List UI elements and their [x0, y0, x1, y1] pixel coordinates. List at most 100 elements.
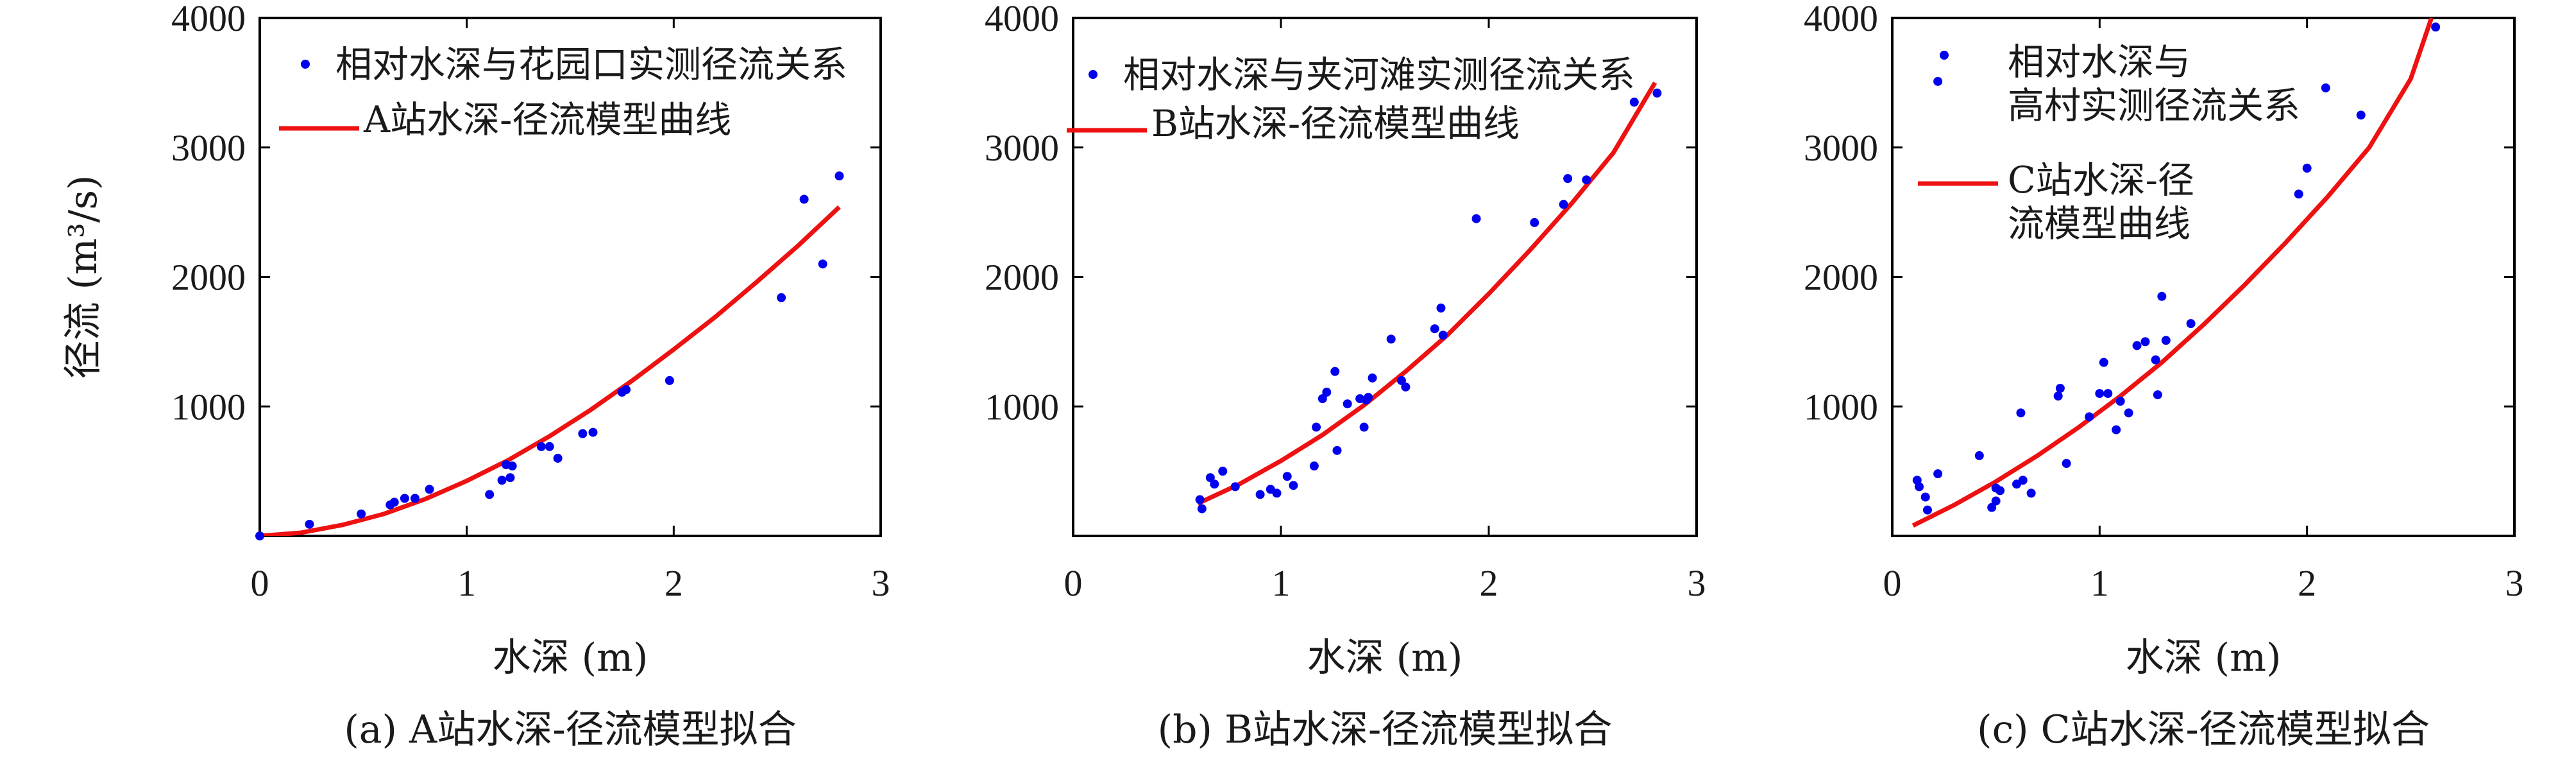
panel-caption: (c) C站水深-径流模型拟合 — [1977, 707, 2430, 752]
legend-marker-points — [301, 60, 310, 69]
data-point — [2186, 319, 2196, 329]
data-point — [2016, 408, 2026, 418]
y-tick-label: 4000 — [985, 0, 1059, 39]
data-point — [1582, 175, 1591, 185]
data-point — [357, 509, 366, 519]
data-point — [818, 259, 827, 269]
y-tick-label: 1000 — [985, 386, 1059, 427]
legend-label-points-line2: 高村实测径流关系 — [2008, 85, 2300, 127]
data-point — [1991, 496, 2001, 506]
x-tick-label: 1 — [1272, 562, 1291, 604]
data-point — [305, 519, 314, 529]
data-point — [507, 461, 517, 471]
y-tick-label: 4000 — [171, 0, 246, 39]
data-point — [536, 442, 546, 451]
data-point — [1915, 482, 1924, 492]
legend-label-points: 相对水深与夹河滩实测径流关系 — [1123, 54, 1635, 96]
data-point — [1629, 98, 1639, 107]
data-point — [2161, 336, 2171, 345]
legend-marker-points — [1940, 51, 1949, 60]
data-point — [1289, 481, 1298, 490]
data-point — [505, 473, 515, 483]
data-point — [1996, 486, 2005, 495]
y-tick-label: 2000 — [171, 257, 246, 298]
data-point — [389, 497, 399, 507]
data-point — [1438, 331, 1448, 340]
legend-marker-points — [1089, 70, 1097, 79]
data-point — [1396, 375, 1406, 385]
chart-panel-1: 0 1 2 3 1000 2000 3000 4000 水深 (m) 径流 (m³/s) (a) A… — [61, 0, 890, 752]
data-point — [1309, 461, 1319, 471]
data-point — [2157, 291, 2167, 301]
data-point — [2356, 110, 2366, 120]
y-tick-label: 1000 — [171, 386, 246, 427]
panel-caption: (a) A站水深-径流模型拟合 — [344, 707, 796, 752]
legend-label-points: 相对水深与高村实测径流关系 — [2008, 41, 2300, 127]
data-point — [1368, 373, 1377, 383]
y-tick-label: 2000 — [985, 257, 1059, 298]
data-point — [1343, 399, 1352, 409]
data-point — [2026, 488, 2036, 498]
data-point — [1195, 495, 1205, 504]
data-point — [622, 385, 631, 395]
data-point — [1401, 382, 1411, 392]
x-tick-label: 1 — [457, 562, 476, 604]
legend-label-curve-line1: C站水深-径 — [2008, 159, 2194, 202]
x-tick-label: 0 — [251, 562, 269, 604]
data-point — [497, 476, 507, 485]
x-tick-label: 3 — [872, 562, 890, 604]
data-point — [1922, 505, 1932, 515]
data-point — [2115, 397, 2125, 406]
plot-frame — [258, 17, 882, 537]
y-tick-label: 1000 — [1804, 386, 1878, 427]
data-point — [553, 453, 563, 463]
data-point — [2099, 357, 2108, 367]
legend-label-curve: A站水深-径流模型曲线 — [363, 99, 731, 141]
x-axis-label: 水深 (m) — [493, 635, 648, 680]
y-tick-label: 4000 — [1804, 0, 1878, 39]
x-tick-label: 1 — [2090, 562, 2109, 604]
data-point — [588, 427, 598, 437]
x-tick-label: 2 — [665, 562, 683, 604]
data-point — [2124, 408, 2133, 418]
data-point — [1359, 422, 1369, 432]
data-point — [2153, 390, 2162, 400]
data-point — [2140, 337, 2150, 347]
data-point — [1530, 218, 1539, 227]
legend-label-points-line1: 相对水深与 — [2008, 41, 2190, 83]
y-tick-label: 3000 — [985, 127, 1059, 169]
model-curve — [260, 205, 841, 536]
data-point — [578, 429, 588, 438]
data-point — [1933, 76, 1943, 86]
data-point — [2018, 476, 2028, 485]
data-point — [2053, 392, 2063, 401]
model-curve — [1196, 82, 1657, 506]
data-point — [1974, 451, 1984, 460]
x-tick-label: 3 — [1688, 562, 1706, 604]
data-point — [1282, 472, 1292, 481]
data-point — [2431, 22, 2441, 32]
data-point — [411, 494, 419, 503]
x-tick-label: 2 — [2298, 562, 2316, 604]
legend-label-curve: B站水深-径流模型曲线 — [1151, 103, 1520, 145]
x-tick-label: 3 — [2505, 562, 2524, 604]
legend-label-curve-line2: 流模型曲线 — [2008, 203, 2190, 245]
data-point — [777, 293, 786, 302]
data-point — [1318, 394, 1327, 404]
x-axis-label: 水深 (m) — [1307, 635, 1463, 680]
data-point — [799, 194, 809, 204]
data-point — [255, 531, 264, 540]
data-point — [1559, 200, 1568, 209]
data-point — [665, 375, 674, 385]
data-point — [1364, 393, 1373, 402]
y-axis-label: 径流 (m³/s) — [61, 175, 106, 379]
data-point — [2112, 425, 2121, 435]
data-point — [1430, 324, 1439, 334]
x-tick-label: 0 — [1064, 562, 1083, 604]
data-point — [2085, 412, 2094, 422]
chart-panel-2: 0 1 2 3 1000 2000 3000 4000 水深 (m) (b) B站水深-径流模型拟… — [985, 0, 1706, 752]
y-tick-label: 2000 — [1804, 257, 1878, 298]
data-point — [1436, 303, 1446, 313]
x-tick-label: 2 — [1480, 562, 1498, 604]
